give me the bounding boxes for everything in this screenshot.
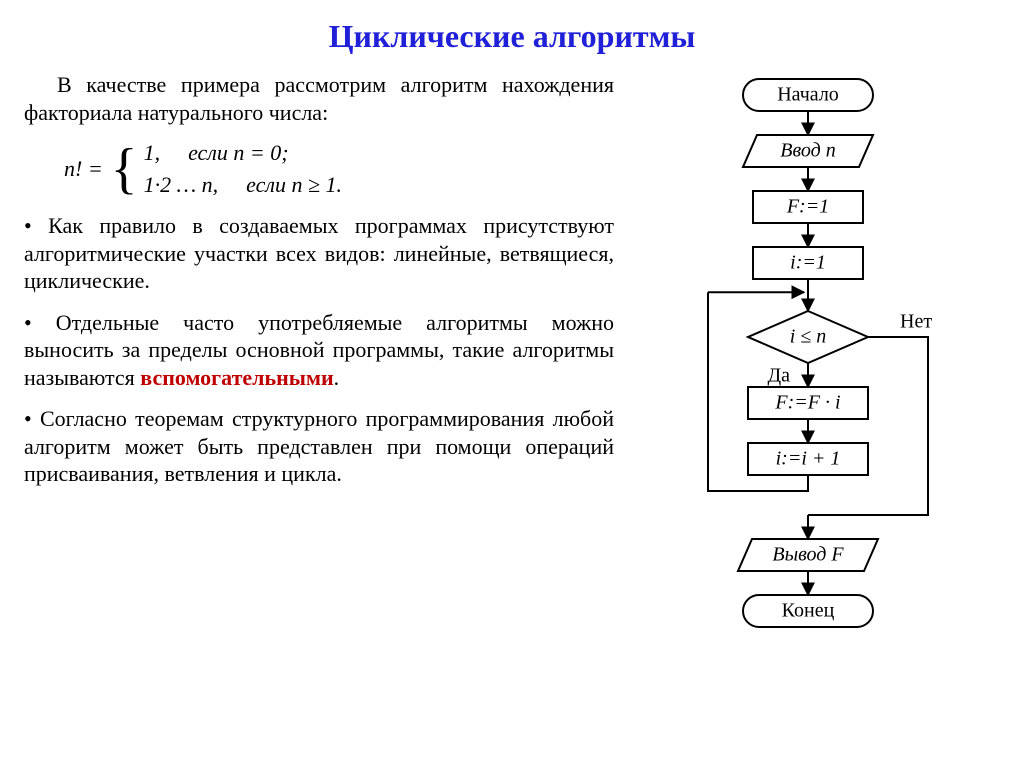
flowchart-column: Начало Ввод n F:=1 i:=1 i ≤ nДа Нет F:=F · i i:… [628, 65, 1000, 765]
svg-text:F:=F · i: F:=F · i [774, 392, 840, 414]
bullet-3: Согласно теоремам структурного программи… [24, 405, 614, 488]
svg-text:i ≤ n: i ≤ n [790, 326, 827, 348]
case2-cond: если n ≥ 1. [246, 172, 342, 198]
bullet-1: Как правило в создаваемых программах при… [24, 212, 614, 295]
formula-lhs: n! = [64, 156, 103, 182]
svg-text:i:=i + 1: i:=i + 1 [776, 448, 841, 470]
svg-text:Начало: Начало [777, 84, 839, 106]
svg-text:Вывод F: Вывод F [772, 544, 844, 566]
svg-text:Конец: Конец [782, 600, 835, 622]
intro-paragraph: В качестве примера рассмотрим алгоритм н… [24, 71, 614, 126]
bullet-2: Отдельные часто употребляемые алгоритмы … [24, 309, 614, 392]
svg-text:Нет: Нет [900, 311, 932, 333]
svg-text:Да: Да [767, 365, 790, 387]
page-title: Циклические алгоритмы [24, 18, 1000, 55]
factorial-formula: n! = { 1, если n = 0; 1·2 … n, если n ≥ … [64, 140, 614, 198]
svg-text:i:=1: i:=1 [790, 252, 826, 274]
text-column: В качестве примера рассмотрим алгоритм н… [24, 65, 614, 765]
flowchart: Начало Ввод n F:=1 i:=1 i ≤ nДа Нет F:=F · i i:… [628, 65, 988, 765]
svg-text:Ввод n: Ввод n [780, 140, 836, 162]
emphasis-word: вспомогательными [140, 365, 333, 390]
case1-value: 1, [144, 140, 161, 166]
case1-cond: если n = 0; [188, 140, 289, 166]
case2-value: 1·2 … n, [144, 172, 219, 198]
svg-text:F:=1: F:=1 [786, 196, 829, 218]
brace-icon: { [111, 141, 138, 197]
